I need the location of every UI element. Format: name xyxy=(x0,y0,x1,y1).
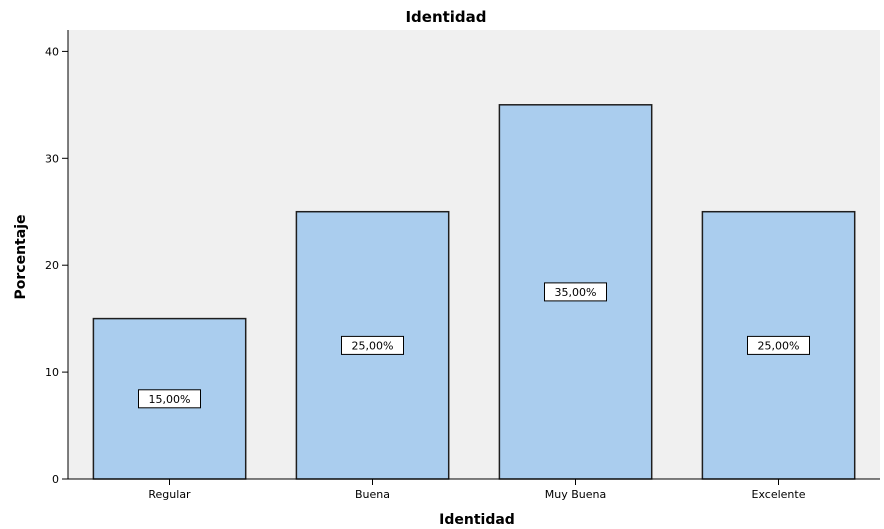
data-label-box xyxy=(544,282,607,302)
y-axis-title: Porcentaje xyxy=(13,215,29,300)
data-label: 35,00% xyxy=(555,286,597,299)
chart-title: Identidad xyxy=(405,8,486,26)
data-labels-layer: 15,00% 25,00% 35,00% 25,00% xyxy=(138,282,810,409)
data-label-box xyxy=(747,335,810,355)
data-label: 15,00% xyxy=(149,393,191,406)
y-tick-label: 10 xyxy=(45,366,59,379)
x-tick-label: Regular xyxy=(148,488,191,501)
axes-layer xyxy=(67,30,880,480)
data-label-box xyxy=(341,335,404,355)
y-ticks-layer: 0 10 20 30 40 xyxy=(45,45,68,486)
x-tick-label: Muy Buena xyxy=(545,488,606,501)
x-axis-title: Identidad xyxy=(439,512,515,528)
y-tick-label: 0 xyxy=(52,473,59,486)
x-ticks-layer: Regular Buena Muy Buena Excelente xyxy=(148,479,806,501)
y-tick-label: 40 xyxy=(45,45,59,58)
x-tick-label: Excelente xyxy=(752,488,806,501)
data-label-box xyxy=(138,389,201,409)
y-tick-label: 20 xyxy=(45,259,59,272)
x-tick-label: Buena xyxy=(355,488,390,501)
data-label: 25,00% xyxy=(352,339,394,352)
data-label: 25,00% xyxy=(758,339,800,352)
y-tick-label: 30 xyxy=(45,152,59,165)
